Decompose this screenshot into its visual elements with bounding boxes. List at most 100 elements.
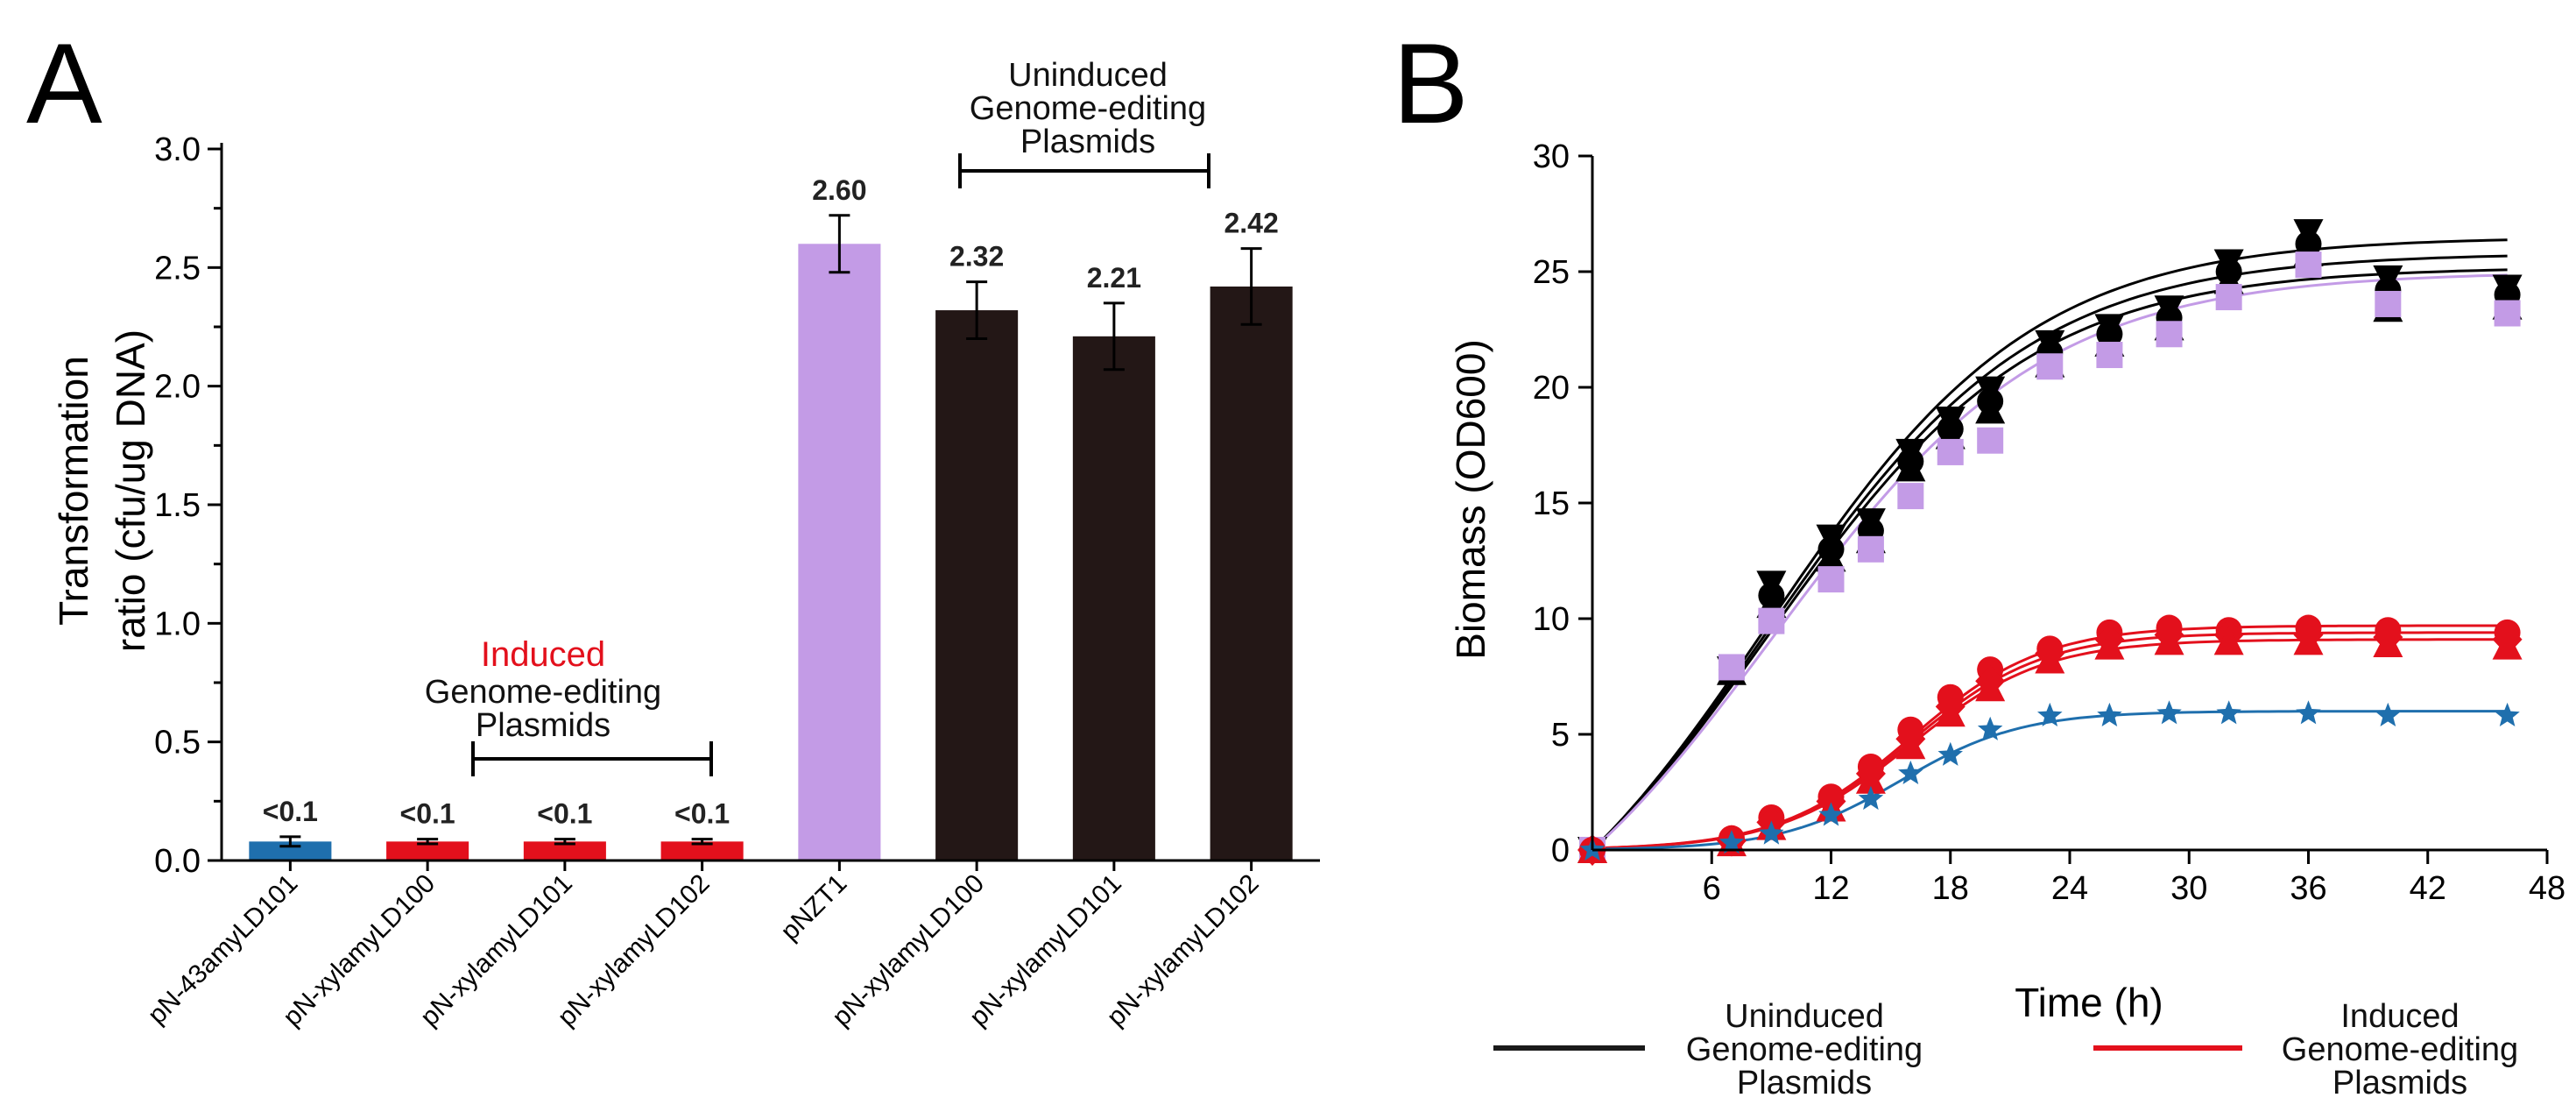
panel-a-y-tick-label: 3.0: [154, 131, 201, 168]
data-point: [1937, 741, 1963, 766]
panel-b-letter: B: [1393, 19, 1469, 147]
bar: [249, 841, 332, 860]
data-point: [2036, 353, 2064, 380]
uninduced-annotation: Uninduced Genome-editing Plasmids: [958, 57, 1210, 188]
panel-b: B Biomass (OD600) Time (h) 0 5 10 15 20 25 30 6…: [1393, 19, 2565, 1101]
data-point: [2373, 628, 2403, 658]
induced-line-2: Plasmids: [476, 707, 610, 744]
panel-a: A Transformation ratio (cfu/ug DNA) 0.00…: [26, 19, 1320, 1032]
data-point: [1759, 820, 1784, 845]
data-point: [1719, 830, 1745, 854]
data-point: [2154, 626, 2184, 655]
data-point: [2097, 702, 2122, 726]
bar-value-label: <0.1: [400, 798, 455, 830]
panel-b-x-tick-label: 24: [2051, 870, 2088, 907]
data-point: [2035, 644, 2065, 674]
category-label: pNZT1: [775, 869, 852, 946]
panel-b-xlabel: Time (h): [2015, 980, 2163, 1025]
legend-item-uninduced: Uninduced Genome-editing Plasmids: [1493, 998, 1923, 1101]
data-point: [1817, 566, 1845, 593]
bar-value-label: 2.60: [812, 174, 866, 206]
legend-induced-line-1: Induced: [2340, 998, 2459, 1035]
data-point: [1975, 394, 2006, 424]
data-point: [2375, 702, 2401, 726]
panel-b-x-tick-label: 42: [2410, 870, 2446, 907]
bar: [1210, 286, 1293, 860]
data-point: [1977, 427, 2004, 454]
panel-a-y-tick-label: 2.0: [154, 369, 201, 406]
panel-b-legend: Uninduced Genome-editing Plasmids Induce…: [1493, 998, 2518, 1101]
data-point: [2216, 700, 2241, 725]
panel-b-points: [1577, 219, 2523, 866]
legend-induced-line-2: Genome-editing: [2282, 1031, 2518, 1068]
data-point: [2094, 630, 2125, 660]
panel-b-ylabel: Biomass (OD600): [1448, 339, 1493, 660]
data-point: [1977, 716, 2003, 740]
panel-a-y-tick-label: 1.0: [154, 606, 201, 642]
data-point: [1857, 535, 1884, 563]
legend-uninduced-line-2: Genome-editing: [1686, 1031, 1923, 1068]
category-label: pN-xylamyLD101: [415, 869, 578, 1032]
legend-uninduced-line-1: Uninduced: [1725, 998, 1884, 1035]
data-point: [2492, 630, 2523, 660]
legend-item-induced: Induced Genome-editing Plasmids: [2093, 998, 2518, 1101]
uninduced-line-1: Uninduced: [1008, 57, 1168, 94]
bar: [386, 841, 469, 860]
bar-value-label: 2.21: [1087, 262, 1141, 294]
panel-a-letter: A: [26, 19, 102, 147]
data-point: [2495, 702, 2520, 726]
panel-b-x-tick-label: 18: [1932, 870, 1969, 907]
data-point: [1855, 764, 1886, 794]
panel-b-y-tick-label: 0: [1551, 832, 1570, 869]
data-point: [2296, 700, 2321, 725]
panel-b-x-tick-label: 36: [2290, 870, 2326, 907]
induced-title: Induced: [481, 635, 605, 674]
panel-a-y-axis: 0.0 0.5 1.0 1.5 2.0 2.5 3.0: [154, 131, 222, 880]
bar-value-label: <0.1: [537, 798, 592, 830]
data-point: [1895, 452, 1926, 482]
data-point: [1895, 730, 1926, 760]
category-label: pN-xylamyLD101: [964, 869, 1127, 1032]
panel-a-category-labels: pN-43amyLD101pN-xylamyLD100pN-xylamyLD10…: [143, 860, 1265, 1032]
category-label: pN-xylamyLD102: [553, 869, 716, 1032]
bar-value-label: <0.1: [263, 796, 318, 827]
data-point: [1858, 785, 1884, 811]
panel-a-bars: <0.1 <0.1 <0.1 <0.1 2.60 2.32 2.21 2.42: [249, 174, 1293, 860]
bar: [935, 310, 1019, 860]
panel-a-ylabel-line-1: Transformation: [51, 356, 96, 626]
category-label: pN-xylamyLD102: [1102, 869, 1265, 1032]
bar-value-label: 2.32: [949, 241, 1004, 273]
panel-a-y-tick-label: 2.5: [154, 250, 201, 287]
bar: [798, 244, 881, 860]
category-label: pN-xylamyLD100: [827, 869, 990, 1032]
data-point: [1818, 802, 1844, 826]
data-point: [2375, 290, 2402, 317]
data-point: [1816, 542, 1846, 572]
data-point: [2156, 700, 2182, 725]
panel-a-y-tick-label: 0.5: [154, 725, 201, 761]
panel-b-x-tick-label: 30: [2170, 870, 2207, 907]
data-point: [1718, 654, 1745, 681]
panel-b-y-tick-label: 30: [1533, 138, 1570, 175]
induced-line-1: Genome-editing: [425, 674, 661, 711]
data-point: [1897, 483, 1924, 510]
panel-b-y-tick-label: 15: [1533, 485, 1570, 522]
panel-b-y-tick-label: 10: [1533, 601, 1570, 638]
panel-b-x-tick-label: 12: [1812, 870, 1849, 907]
data-point: [2213, 626, 2244, 655]
panel-b-y-tick-label: 5: [1551, 717, 1570, 754]
panel-b-y-tick-label: 25: [1533, 254, 1570, 291]
category-label: pN-xylamyLD100: [278, 869, 441, 1032]
uninduced-line-3: Plasmids: [1020, 124, 1155, 160]
panel-a-y-tick-label: 0.0: [154, 843, 201, 880]
legend-induced-line-3: Plasmids: [2333, 1065, 2467, 1101]
induced-annotation: Induced Genome-editing Plasmids: [425, 635, 713, 776]
data-point: [2494, 300, 2521, 327]
category-label: pN-43amyLD101: [143, 869, 304, 1030]
bar: [1072, 336, 1155, 860]
panel-b-y-tick-label: 20: [1533, 370, 1570, 407]
bar-value-label: <0.1: [674, 798, 730, 830]
legend-uninduced-line-3: Plasmids: [1737, 1065, 1872, 1101]
panel-b-ticks: 0 5 10 15 20 25 30 6 12 18 24 30 36 42 48: [1533, 138, 2565, 907]
